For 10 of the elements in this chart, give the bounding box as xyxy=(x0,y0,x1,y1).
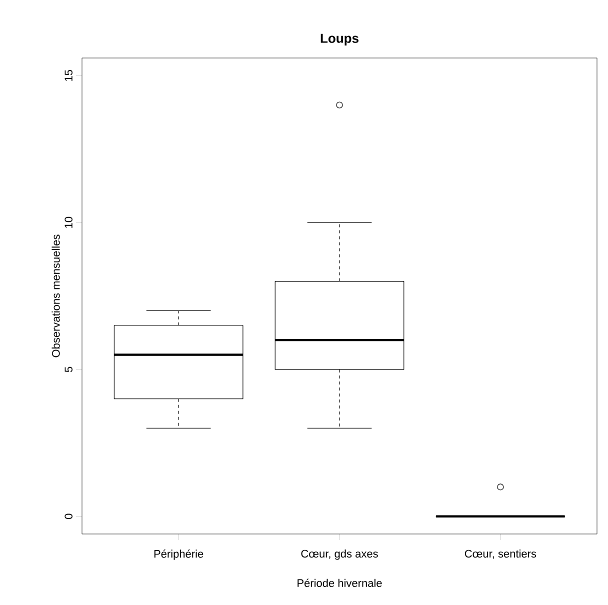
x-tick-label: Périphérie xyxy=(154,550,204,560)
x-tick-label: Cœur, gds axes xyxy=(301,550,378,560)
x-axis-title: Période hivernale xyxy=(298,578,382,587)
y-tick-label: 10 xyxy=(64,216,72,228)
chart-title: Loups xyxy=(320,34,358,46)
y-tick-label: 5 xyxy=(64,366,72,372)
y-axis-title: Observations mensuelles xyxy=(52,234,60,358)
y-tick-label: 15 xyxy=(64,70,72,81)
x-tick-label: Cœur, sentiers xyxy=(464,550,536,559)
y-tick-label: 0 xyxy=(64,514,72,519)
